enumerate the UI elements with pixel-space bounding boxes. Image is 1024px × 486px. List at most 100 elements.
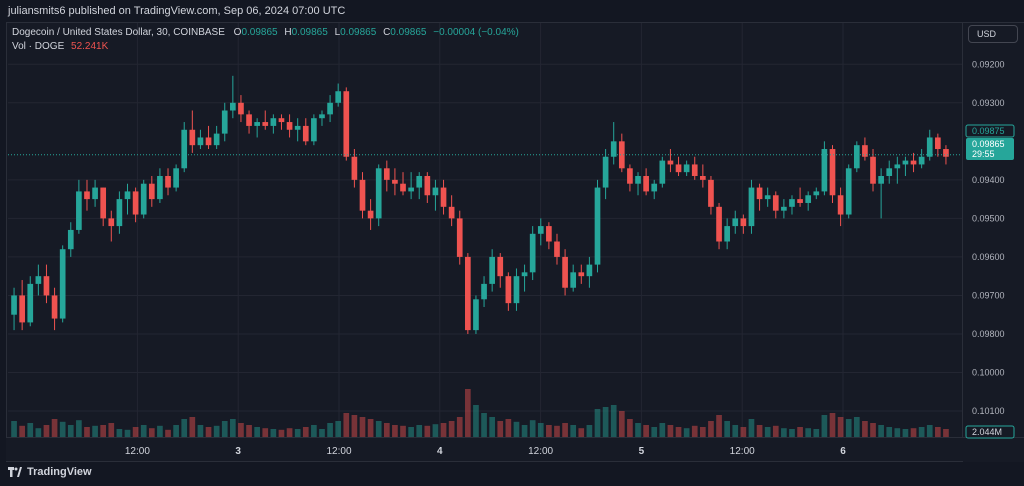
volume-bar <box>140 425 147 437</box>
volume-bar <box>375 421 382 437</box>
volume-bar <box>829 413 836 437</box>
volume-bar <box>27 423 34 437</box>
candle-body <box>408 187 414 192</box>
candle-body <box>789 199 795 207</box>
candle-body <box>943 149 949 157</box>
candle-body <box>675 164 682 173</box>
time-tick-label: 3 <box>235 446 241 457</box>
candle-body <box>740 218 747 227</box>
symbol-title: Dogecoin / United States Dollar, 30, COI… <box>12 27 225 38</box>
publish-info: juliansmits6 published on TradingView.co… <box>8 5 346 17</box>
volume-bar <box>11 421 17 437</box>
volume-bar <box>529 420 536 437</box>
currency-button[interactable]: USD <box>968 25 1018 43</box>
volume-bar <box>562 423 568 437</box>
volume-legend[interactable]: Vol · DOGE 52.241K <box>12 41 108 52</box>
volume-bar <box>821 415 828 437</box>
candle-body <box>570 272 577 288</box>
candle-body <box>254 122 260 126</box>
volume-bar <box>456 417 463 437</box>
volume-bar <box>43 425 50 437</box>
volume-bar <box>67 425 74 437</box>
volume-bar <box>837 417 844 437</box>
volume-bar <box>618 411 625 437</box>
volume-bar <box>408 427 414 437</box>
volume-bar <box>343 413 350 437</box>
candle-body <box>659 160 666 184</box>
candle-body <box>910 160 917 165</box>
volume-bar <box>286 428 293 437</box>
volume-bar <box>35 428 42 437</box>
volume-bar <box>513 421 520 437</box>
volume-bar <box>772 425 779 437</box>
candle-body <box>562 256 568 288</box>
volume-bar <box>254 427 260 437</box>
volume-bar <box>213 425 220 437</box>
candle-body <box>586 264 593 277</box>
candle-body <box>505 276 512 304</box>
volume-bar <box>894 428 901 437</box>
volume-bar <box>740 427 747 437</box>
volume-bar <box>189 417 196 437</box>
price-axis[interactable] <box>963 22 1024 438</box>
candle-body <box>902 160 909 165</box>
volume-bar <box>246 425 252 437</box>
candle-body <box>602 156 609 188</box>
tradingview-brand[interactable]: TradingView <box>8 466 92 478</box>
volume-bar <box>205 427 212 437</box>
volume-bar <box>700 427 706 437</box>
volume-bar <box>781 428 787 437</box>
candle-body <box>918 156 925 165</box>
candle-body <box>43 276 50 296</box>
chart-pane[interactable] <box>6 22 963 438</box>
low-label: L <box>334 27 341 38</box>
candle-body <box>829 149 836 196</box>
candle-body <box>497 256 504 277</box>
volume-bar <box>659 423 666 437</box>
candle-body <box>926 137 933 157</box>
volume-bar <box>481 413 487 437</box>
candle-body <box>700 176 706 180</box>
volume-bar <box>221 421 228 437</box>
candle-body <box>772 195 779 211</box>
svg-text:0.09875: 0.09875 <box>972 126 1005 136</box>
volume-value: 52.241K <box>71 41 109 52</box>
candle-body <box>367 210 374 219</box>
open-value: 0.09865 <box>241 27 278 38</box>
candle-body <box>635 176 641 184</box>
candle-body <box>197 137 204 146</box>
grid-lines <box>8 23 962 438</box>
price-tick-label: 0.09400 <box>972 175 1005 185</box>
candle-body <box>124 191 131 200</box>
time-axis[interactable] <box>6 438 963 462</box>
candle-body <box>935 137 941 150</box>
volume-bar <box>238 423 244 437</box>
volume-bar <box>813 429 820 437</box>
candle-body <box>845 168 852 215</box>
high-value: 0.09865 <box>291 27 328 38</box>
volume-bar <box>886 427 893 437</box>
svg-text:2.044M: 2.044M <box>972 427 1002 437</box>
volume-bar <box>311 425 317 437</box>
candle-body <box>456 218 463 257</box>
candle-body <box>708 179 714 207</box>
volume-bar <box>262 428 269 437</box>
candle-body <box>375 168 382 219</box>
time-tick-labels: 12:00 3 12:00 4 12:00 5 12:00 6 <box>125 446 846 457</box>
candle-body <box>27 283 34 323</box>
volume-bar <box>100 425 107 437</box>
volume-bar <box>473 405 479 437</box>
candle-body <box>262 122 269 126</box>
volume-bar <box>537 423 544 437</box>
candle-body <box>578 272 585 277</box>
volume-bar <box>465 389 471 437</box>
symbol-legend[interactable]: Dogecoin / United States Dollar, 30, COI… <box>12 27 519 38</box>
volume-bar <box>132 427 139 437</box>
volume-bar <box>116 429 123 437</box>
candle-body <box>724 226 730 242</box>
volume-bar <box>708 421 714 437</box>
volume-bar <box>902 429 909 437</box>
volume-bar <box>416 425 423 437</box>
candle-body <box>481 283 487 300</box>
